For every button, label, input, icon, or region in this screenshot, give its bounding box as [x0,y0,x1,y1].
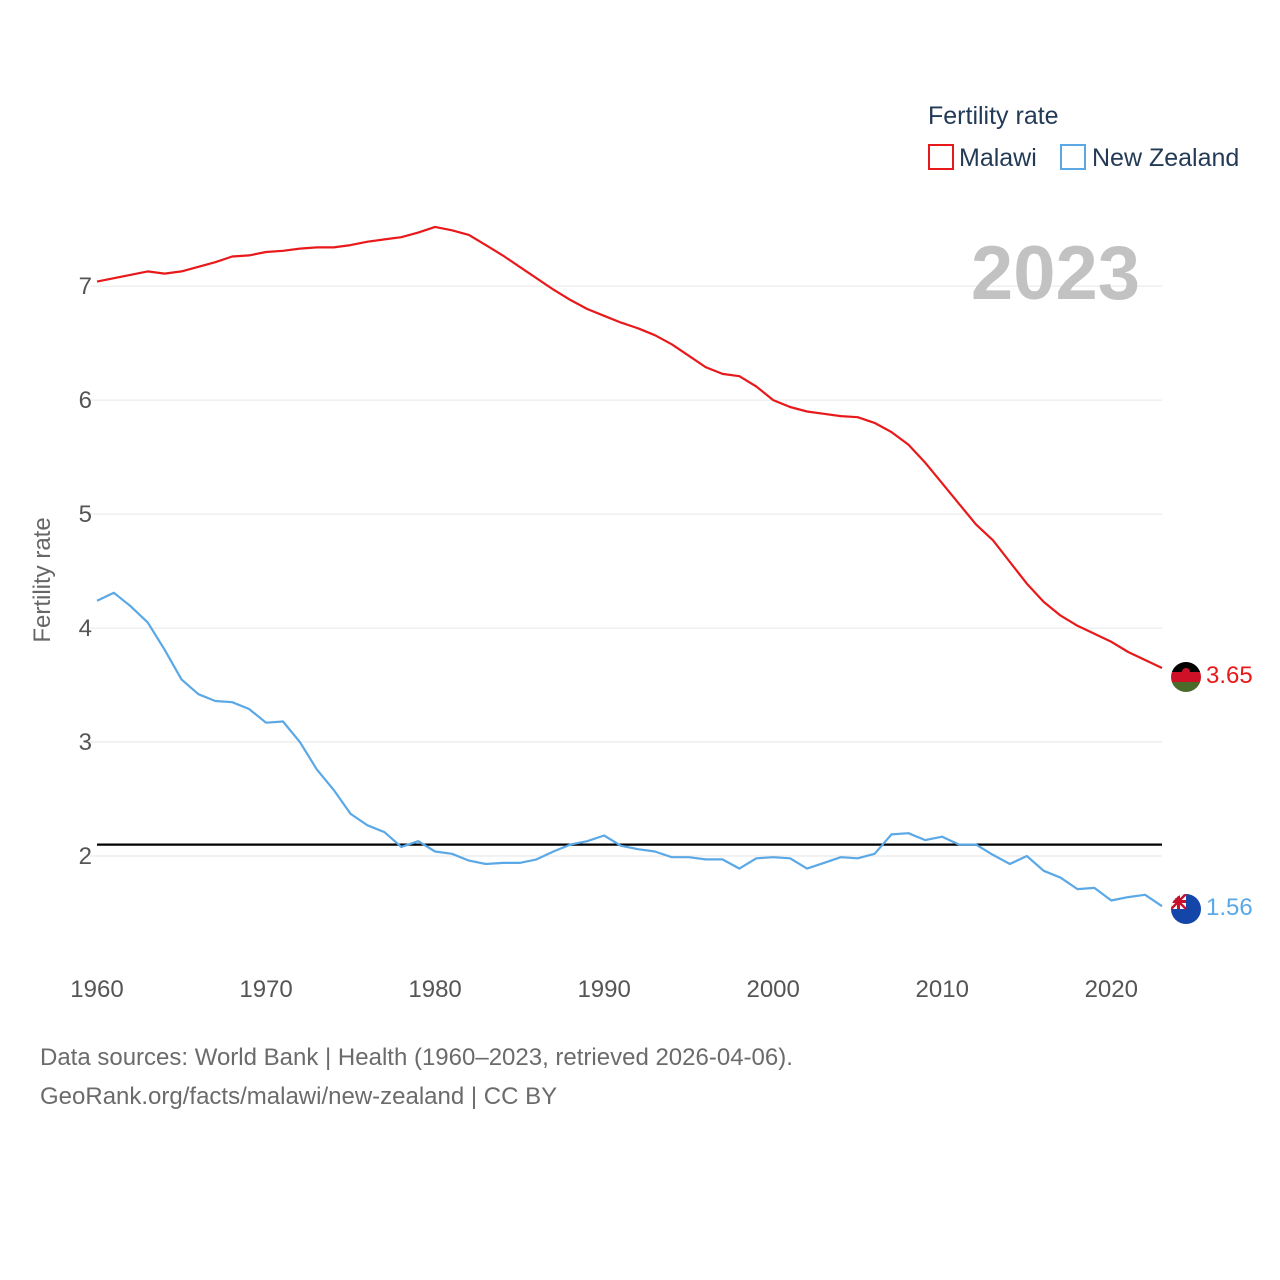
x-tick-label: 1960 [70,976,123,1003]
x-tick-label: 1990 [577,976,630,1003]
legend-swatch-malawi [928,144,954,170]
x-tick-label: 1970 [239,976,292,1003]
x-axis-ticks: 1960 1970 1980 1990 2000 2010 2020 [70,976,1138,1003]
series-layer [96,225,1163,908]
end-value-malawi: 3.65 [1206,662,1253,689]
series-line-malawi[interactable] [96,225,1163,669]
new-zealand-flag-icon [1171,894,1201,924]
data-sources-footer: Data sources: World Bank | Health (1960–… [40,1044,793,1071]
y-tick-label: 4 [79,615,92,642]
y-tick-label: 7 [79,273,92,300]
x-tick-label: 2000 [746,976,799,1003]
legend-item-malawi[interactable]: Malawi [928,144,1037,172]
legend: Fertility rate Malawi New Zealand [928,102,1239,172]
x-tick-label: 1980 [408,976,461,1003]
series-line-new-zealand[interactable] [96,591,1163,908]
legend-label-new-zealand: New Zealand [1092,144,1239,172]
gridlines [90,285,1162,857]
legend-title: Fertility rate [928,102,1059,130]
y-tick-label: 3 [79,729,92,756]
end-value-new-zealand: 1.56 [1206,894,1253,921]
legend-label-malawi: Malawi [959,144,1037,172]
y-tick-label: 2 [79,843,92,870]
y-tick-label: 6 [79,387,92,414]
year-label: 2023 [971,231,1140,316]
y-tick-label: 5 [79,501,92,528]
y-axis-label: Fertility rate [29,517,56,642]
malawi-flag-icon [1171,662,1201,692]
attribution-footer[interactable]: GeoRank.org/facts/malawi/new-zealand | C… [40,1083,558,1110]
x-tick-label: 2020 [1085,976,1138,1003]
legend-item-new-zealand[interactable]: New Zealand [1060,144,1239,172]
legend-swatch-new-zealand [1060,144,1086,170]
x-tick-label: 2010 [916,976,969,1003]
y-axis-ticks: 2 3 4 5 6 7 [79,273,92,870]
